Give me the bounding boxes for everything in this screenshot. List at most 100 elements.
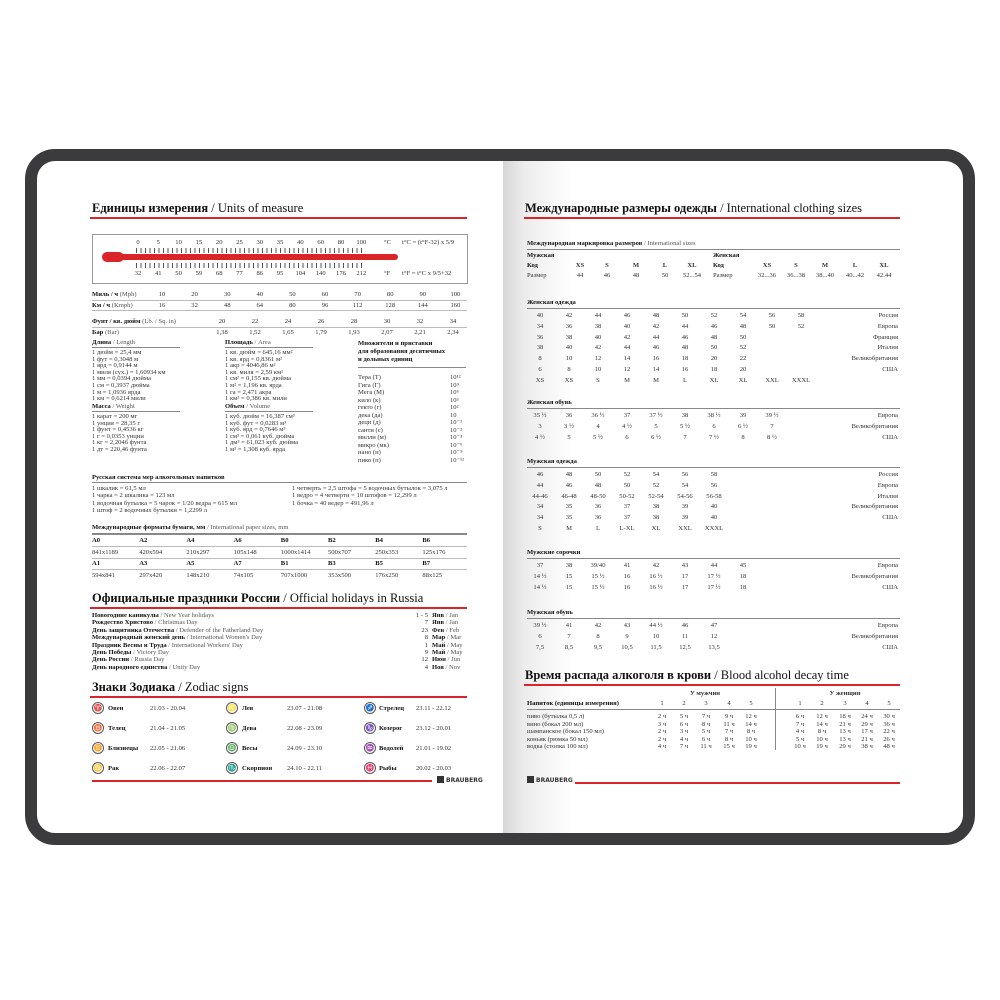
paper-cell: 594x841 [92,571,116,579]
zodiac-2-icon: ♉ [92,722,104,734]
zodiac-title-ru: Знаки Зодиака [92,680,176,694]
size-value: 41 [565,622,573,629]
size-value: 39 ½ [533,622,547,629]
men-col-header: 5 [749,700,753,707]
size-value: 8 [596,632,600,640]
psi-label-ru: Фунт / кв. дюйм [92,318,141,325]
men-code: XS [575,262,585,269]
intl-sizes-title-ru: Международная маркировка размеров [527,240,643,247]
size-value: 3 [538,422,542,430]
psi-value: 34 [449,318,457,325]
men-size: 50 [661,272,669,279]
celsius-label: 60 [317,239,324,246]
size-value: 52 [623,471,631,478]
prefix-value: 10⁹ [450,381,459,389]
men-decay-time: 2 ч [657,713,667,720]
zodiac-name: Козерог [379,724,403,732]
paper-cell: 125x176 [422,548,446,556]
volume-item: 1 куб. фут = 0,0283 м³ [225,419,287,427]
prefix-value: 10⁻⁹ [450,449,463,456]
celsius-label: 20 [215,239,223,246]
women-code: XS [762,262,772,269]
zodiac-4-icon: ♋ [92,762,104,774]
size-value: L-XL [619,525,635,532]
bar-value: 2,07 [381,329,393,336]
zodiac-3-icon: ♊ [92,742,104,754]
holiday-day: 1 [424,641,428,649]
intl-sizes-title-en: / International sizes [643,240,696,247]
size-value: 9 [625,632,629,640]
area-heading-ru: Площадь [225,339,253,346]
women-decay-time: 17 ч [861,728,873,736]
size-value: 56 [681,471,689,478]
size-value: 54 [652,471,660,478]
holiday-month-en: / Mar [446,634,462,642]
drink-name: вино (бокал 200 мл) [527,720,584,728]
decay-divider [775,688,776,750]
size-value: 15 ½ [591,572,605,580]
size-label: Размер [713,272,733,279]
size-value: 42 [594,344,602,352]
prefixes-title: и дольных единиц [358,356,413,363]
holiday-ru: День защитника Отечества [92,626,175,634]
paper-cell: 1000x1414 [280,548,311,556]
size-value: 16 [681,366,689,373]
holiday-row: Рождество Христово / Christmas Day [92,619,198,626]
size-value: 34 [536,322,544,330]
mph-value: 30 [223,291,231,298]
size-value: 42 [652,562,660,569]
bar-value: 1,38 [216,329,228,336]
psi-value: 20 [218,318,226,325]
zodiac-dates: 21.03 - 20.04 [150,704,186,712]
paper-cell: A4 [186,537,195,544]
paper-cell: A5 [186,560,195,567]
left-footer-line [92,780,432,782]
area-item: 1 кв. ярд = 0,8361 м² [225,355,283,363]
speed-divider [92,299,467,301]
bar-value: 1,79 [315,329,327,336]
size-value: XXXL [791,376,811,384]
holiday-month-ru: Ноя [432,663,444,671]
holiday-en: / International Women's Day [186,634,263,642]
men-decay-time: 3 ч [657,720,667,728]
women-decay-time: 19 ч [816,743,828,751]
holiday-row: Новогодние каникулы / New Year holidays [92,612,214,619]
paper-cell: 88x125 [422,571,443,579]
size-value: 44 [681,322,689,330]
alcohol-measure: 1 чарка = 2 шкалика = 123 мл [92,492,175,500]
size-value: 5 [567,433,571,441]
men-decay-time: 14 ч [745,720,757,728]
men-size: 52...54 [682,272,702,279]
size-value: 48-50 [590,492,606,500]
volume-item: 1 см³ = 0,061 куб. дюйма [225,432,295,440]
mph-value: 80 [386,291,394,298]
holiday-month-en: / Jan [445,612,459,619]
men-decay-time: 4 ч [657,743,667,751]
size-value: 8 [538,355,542,363]
bar-value: 1,93 [348,329,360,336]
women-decay-time: 21 ч [861,735,873,743]
length-underline [92,347,180,348]
prefix-name: гекто (г) [358,404,382,411]
clothing-title-ru: Международные размеры одежды [525,201,717,215]
size-value: 35 [565,514,573,522]
size-value: 46 [652,344,660,352]
size-value: 7 [567,632,571,640]
drink-header: Напиток (единицы измерения) [527,700,619,707]
size-value: 20 [710,355,718,363]
holiday-month-ru: Май [432,649,446,656]
kmh-value: 144 [417,302,428,309]
paper-cell: 74x105 [233,571,254,579]
celsius-label: 30 [256,239,264,246]
prefixes-underline [358,367,466,368]
women-decay-time: 4 ч [795,728,805,736]
women-decay-time: 14 ч [816,720,828,728]
size-value: 48 [594,481,602,489]
zodiac-dates: 23.07 - 21.08 [287,704,323,712]
holiday-month-en: / Nov [445,663,461,671]
prefix-name: кило (к) [358,396,381,404]
alcohol-decay-title-ru: Время распада алкоголя в крови [525,668,712,682]
size-value: 8 ½ [767,433,777,441]
women-decay-time: 24 ч [861,713,873,720]
size-country: Россия [878,471,898,478]
